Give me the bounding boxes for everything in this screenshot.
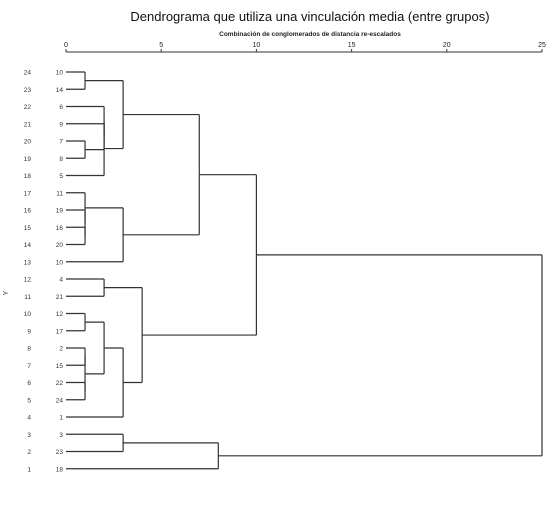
row-case-label: 11 [56, 190, 63, 197]
row-case-label: 12 [56, 311, 64, 318]
row-case-label: 19 [56, 208, 64, 215]
row-case-label: 10 [56, 259, 64, 266]
row-case-label: 10 [56, 70, 64, 77]
row-y-label: 16 [24, 208, 32, 215]
row-y-label: 4 [27, 415, 31, 422]
row-y-label: 20 [24, 139, 32, 146]
row-case-label: 23 [56, 449, 64, 456]
row-y-label: 13 [24, 259, 32, 266]
row-case-label: 22 [56, 380, 64, 387]
row-case-label: 4 [59, 277, 63, 284]
x-axis: 0 5 10 15 20 25 [64, 42, 546, 53]
row-y-label: 15 [24, 225, 32, 232]
row-case-label: 20 [56, 242, 64, 249]
chart-title: Dendrograma que utiliza una vinculación … [130, 9, 489, 24]
row-y-label: 18 [24, 173, 32, 180]
row-y-label: 9 [27, 328, 31, 335]
row-case-label: 18 [56, 466, 64, 473]
row-case-label: 2 [59, 346, 63, 353]
x-tick-label: 20 [443, 42, 451, 49]
row-case-label: 9 [59, 121, 63, 128]
row-y-label: 11 [24, 294, 31, 301]
row-case-label: 3 [59, 432, 63, 439]
row-case-label: 7 [59, 139, 63, 146]
row-y-label: 21 [24, 121, 32, 128]
x-tick-label: 10 [253, 42, 261, 49]
row-case-label: 14 [56, 87, 64, 94]
row-y-label: 14 [24, 242, 32, 249]
row-y-label: 23 [24, 87, 32, 94]
row-y-label: 17 [24, 190, 32, 197]
row-case-label: 6 [59, 104, 63, 111]
row-y-label: 10 [24, 311, 32, 318]
row-y-label: 1 [27, 466, 31, 473]
row-y-label: 3 [27, 432, 31, 439]
row-y-label: 7 [27, 363, 31, 370]
row-y-label: 5 [27, 397, 31, 404]
row-case-label: 1 [59, 415, 63, 422]
x-tick-label: 15 [348, 42, 356, 49]
row-case-label: 17 [56, 328, 64, 335]
row-case-label: 5 [59, 173, 63, 180]
row-y-label: 6 [27, 380, 31, 387]
y-axis-label: Y [3, 290, 10, 295]
row-y-label: 24 [24, 70, 32, 77]
x-tick-label: 5 [159, 42, 163, 49]
row-y-label: 19 [24, 156, 32, 163]
dendrogram-tree [66, 71, 543, 470]
x-tick-label: 25 [538, 42, 546, 49]
row-case-label: 21 [56, 294, 64, 301]
row-y-label: 8 [27, 346, 31, 353]
row-y-label: 2 [27, 449, 31, 456]
row-y-label: 12 [24, 277, 32, 284]
row-case-label: 24 [56, 397, 64, 404]
row-case-label: 15 [56, 363, 64, 370]
chart-subtitle: Combinación de conglomerados de distanci… [219, 31, 401, 38]
row-case-label: 8 [59, 156, 63, 163]
x-tick-label: 0 [64, 42, 68, 49]
row-y-label: 22 [24, 104, 32, 111]
row-case-label: 16 [56, 225, 64, 232]
